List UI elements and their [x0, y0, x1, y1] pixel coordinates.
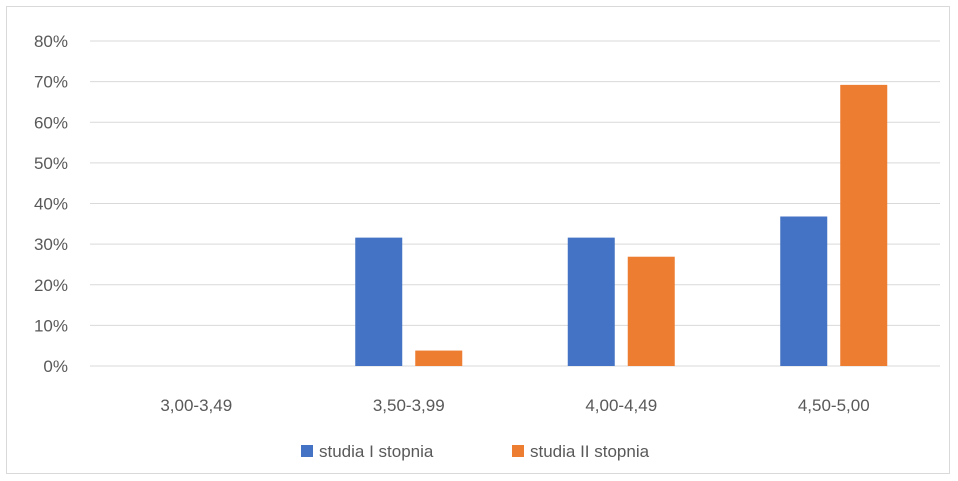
- bar-series-2-2: [415, 350, 463, 366]
- bar-series-1-2: [355, 237, 403, 366]
- x-category-label: 4,50-5,00: [798, 396, 870, 415]
- legend-label-series-2: studia II stopnia: [530, 442, 650, 461]
- bar-series-1-3: [567, 237, 615, 366]
- x-axis-category-labels: 3,00-3,49 3,50-3,99 4,00-4,49 4,50-5,00: [160, 396, 869, 415]
- bar-series-2-4: [840, 84, 888, 366]
- y-tick-label: 60%: [34, 113, 68, 132]
- x-category-label: 3,50-3,99: [373, 396, 445, 415]
- y-tick-label: 20%: [34, 276, 68, 295]
- y-tick-label: 50%: [34, 154, 68, 173]
- legend-swatch-series-1: [301, 445, 313, 457]
- bar-series-2-3: [627, 256, 675, 366]
- y-tick-label: 0%: [43, 357, 68, 376]
- y-axis-tick-labels: 0% 10% 20% 30% 40% 50% 60% 70% 80%: [34, 32, 68, 376]
- legend-label-series-1: studia I stopnia: [319, 442, 434, 461]
- bars: [355, 84, 888, 366]
- y-tick-label: 70%: [34, 73, 68, 92]
- x-category-label: 3,00-3,49: [160, 396, 232, 415]
- y-tick-label: 30%: [34, 235, 68, 254]
- y-tick-label: 40%: [34, 195, 68, 214]
- bar-series-1-4: [780, 216, 828, 366]
- legend-swatch-series-2: [512, 445, 524, 457]
- x-category-label: 4,00-4,49: [585, 396, 657, 415]
- y-tick-label: 80%: [34, 32, 68, 51]
- legend: studia I stopnia studia II stopnia: [301, 442, 650, 461]
- y-tick-label: 10%: [34, 316, 68, 335]
